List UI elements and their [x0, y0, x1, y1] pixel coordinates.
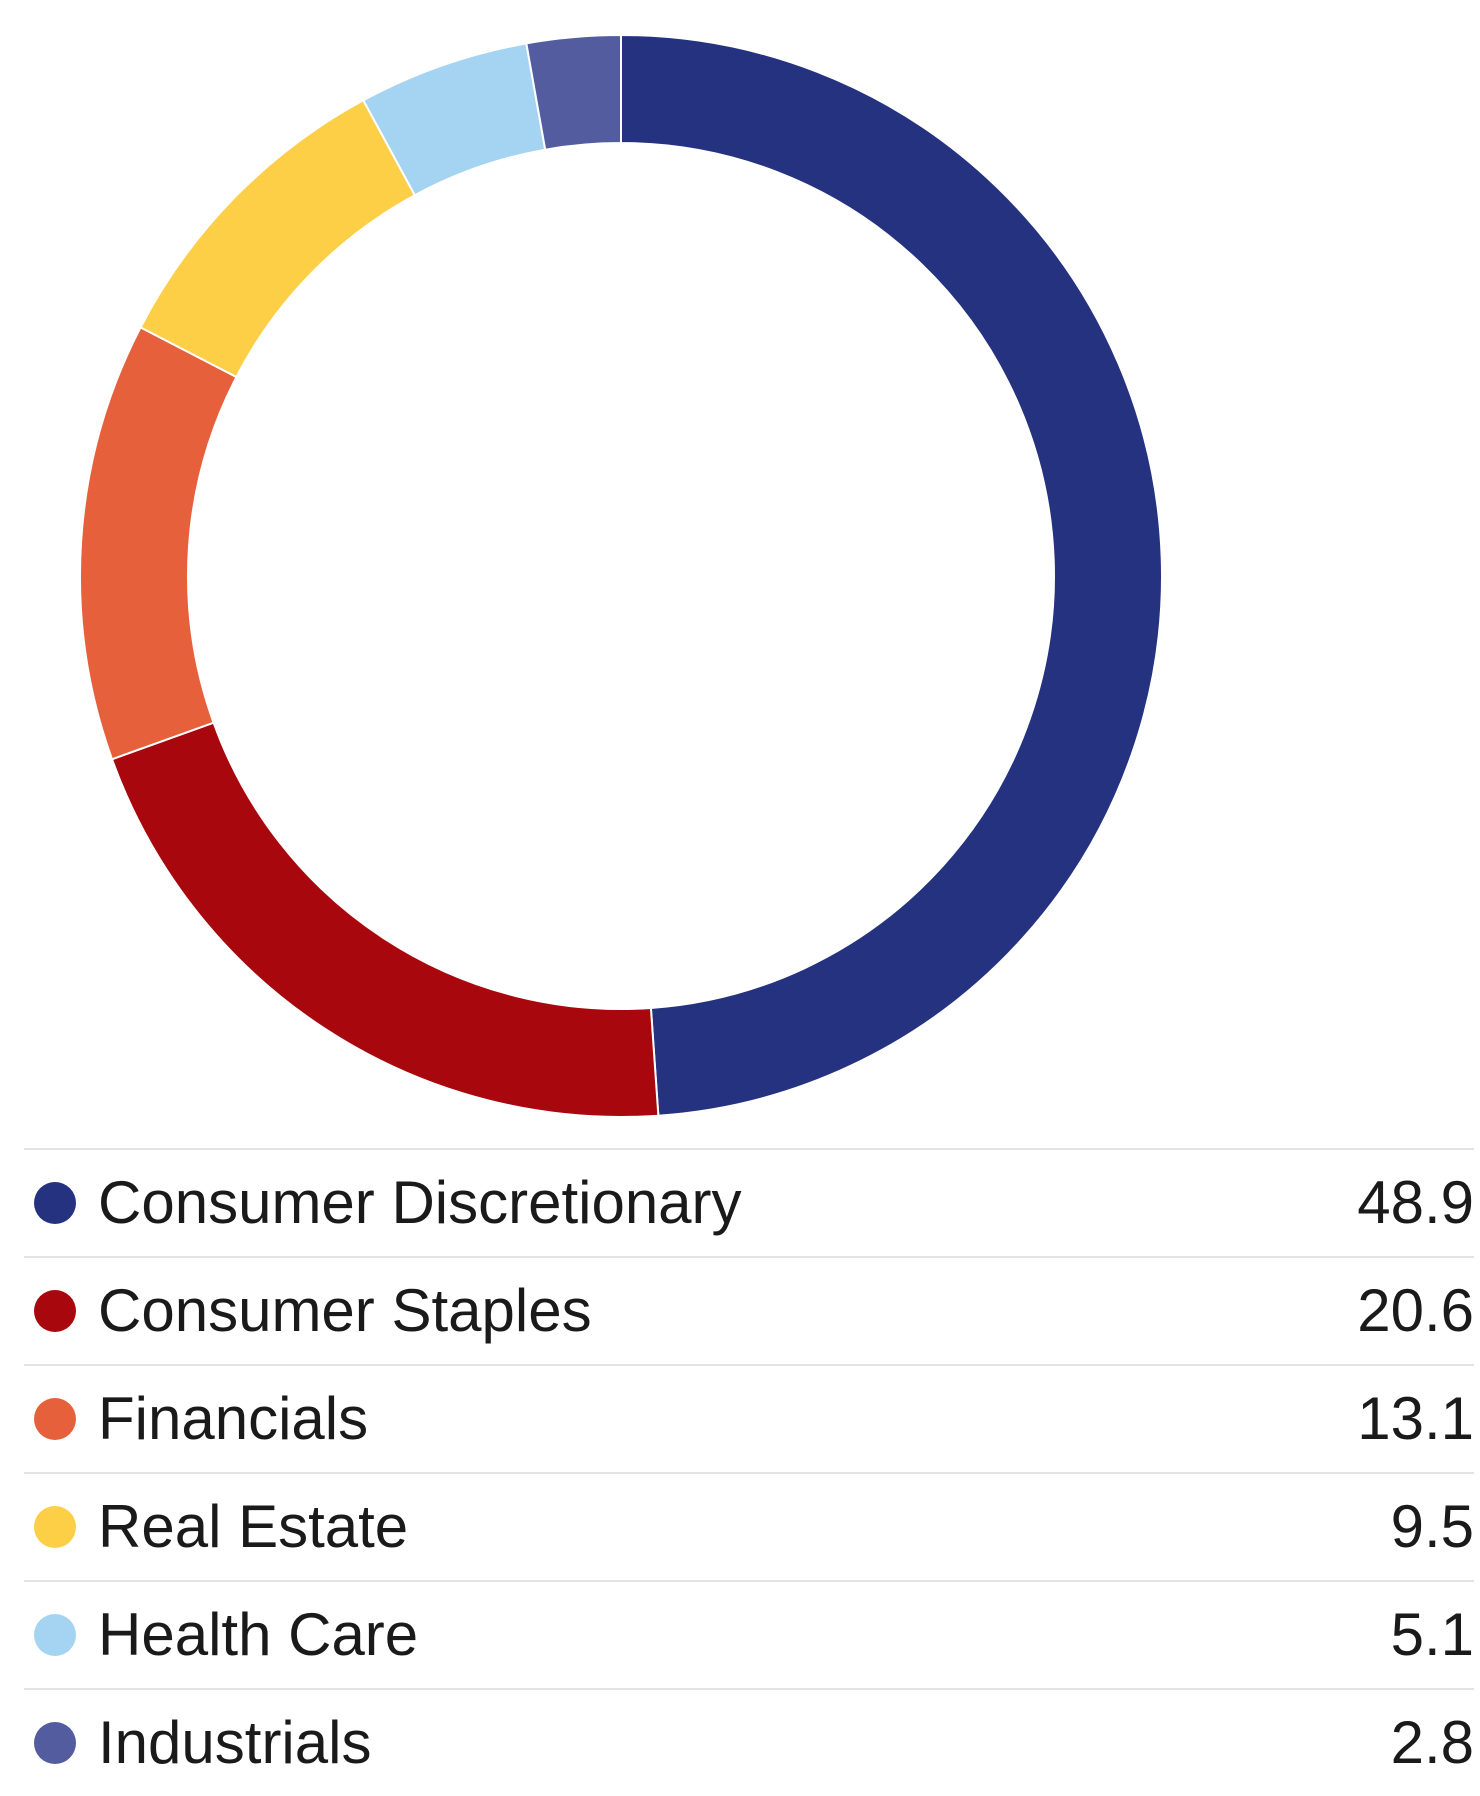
legend-row-health-care: Health Care 5.1 [24, 1580, 1474, 1688]
legend-label-real-estate: Real Estate [98, 1493, 409, 1560]
legend-swatch-industrials [34, 1722, 76, 1764]
donut-slice-consumer-discretionary [620, 33, 1164, 1117]
legend-value-consumer-staples: 20.6 [1357, 1277, 1474, 1344]
legend-value-health-care: 5.1 [1390, 1601, 1474, 1668]
donut-slice-consumer-staples [110, 721, 660, 1119]
legend-value-real-estate: 9.5 [1390, 1493, 1474, 1560]
donut-chart [79, 33, 1164, 1119]
legend-value-consumer-discretionary: 48.9 [1357, 1169, 1474, 1236]
legend-row-financials: Financials 13.1 [24, 1364, 1474, 1472]
legend-swatch-real-estate [34, 1506, 76, 1548]
legend-row-industrials: Industrials 2.8 [24, 1688, 1474, 1796]
donut-slice-industrials [525, 33, 622, 151]
legend-value-financials: 13.1 [1357, 1385, 1474, 1452]
legend-table: Consumer Discretionary 48.9 Consumer Sta… [24, 1148, 1474, 1796]
legend-label-industrials: Industrials [98, 1709, 372, 1776]
legend-swatch-consumer-staples [34, 1290, 76, 1332]
legend-swatch-financials [34, 1398, 76, 1440]
legend-label-financials: Financials [98, 1385, 369, 1452]
legend-row-consumer-staples: Consumer Staples 20.6 [24, 1256, 1474, 1364]
legend-label-health-care: Health Care [98, 1601, 419, 1668]
donut-slice-financials [79, 326, 238, 761]
legend-row-real-estate: Real Estate 9.5 [24, 1472, 1474, 1580]
legend-swatch-consumer-discretionary [34, 1182, 76, 1224]
donut-chart-svg [79, 33, 1164, 1119]
legend-row-consumer-discretionary: Consumer Discretionary 48.9 [24, 1148, 1474, 1256]
legend-label-consumer-staples: Consumer Staples [98, 1277, 592, 1344]
legend-label-consumer-discretionary: Consumer Discretionary [98, 1169, 742, 1236]
donut-slice-real-estate [139, 98, 417, 379]
legend-swatch-health-care [34, 1614, 76, 1656]
legend-value-industrials: 2.8 [1390, 1709, 1474, 1776]
